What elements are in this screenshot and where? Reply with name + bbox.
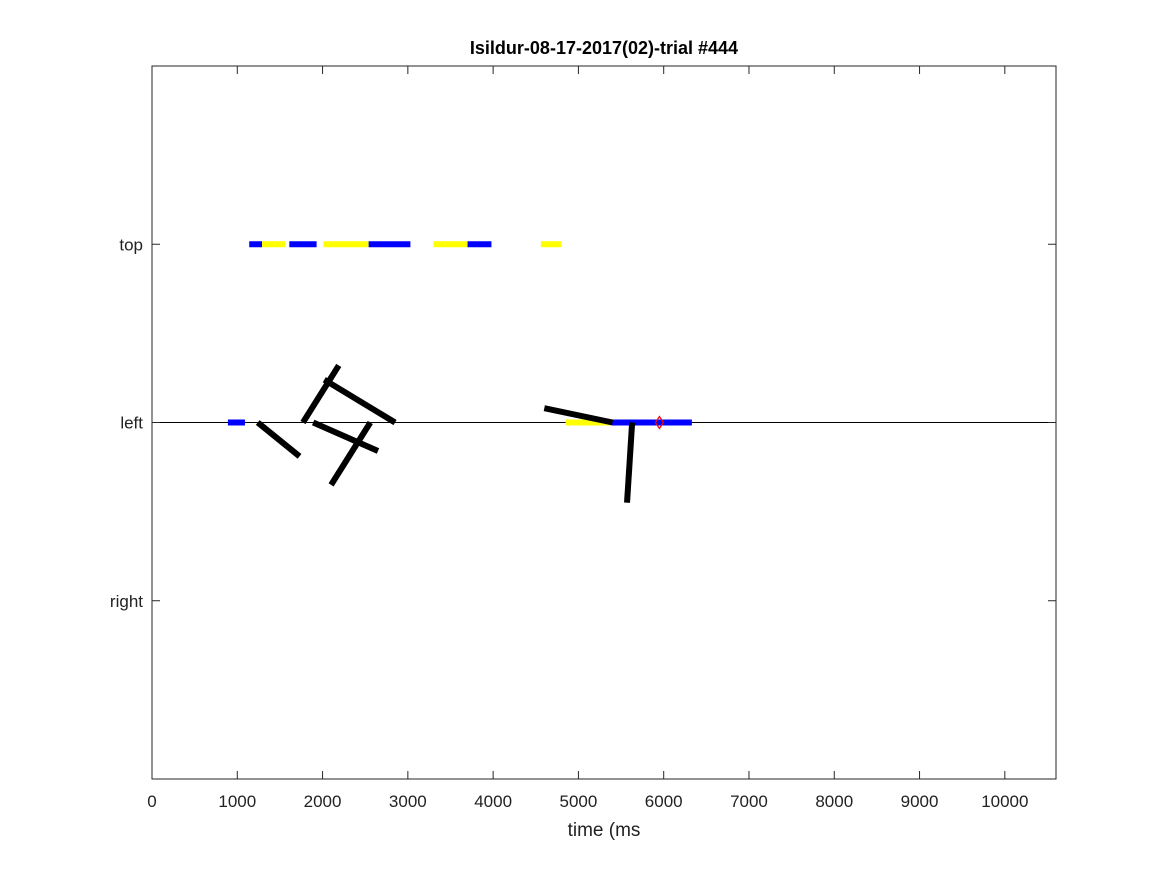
- stroke-7: [624, 422, 636, 503]
- x-tick-label: 8000: [815, 792, 853, 811]
- stroke-4: [311, 419, 380, 454]
- x-tick-label: 6000: [645, 792, 683, 811]
- x-tick-label: 9000: [901, 792, 939, 811]
- x-ticks: 0 1000 2000 3000 4000 5000 6000 7000 8000 9000 100…: [147, 66, 1028, 811]
- markers: [654, 415, 665, 430]
- colored-segments: [227, 241, 692, 426]
- y-tick-label: right: [110, 592, 143, 611]
- x-tick-label: 1000: [218, 792, 256, 811]
- y-ticks: top left right: [110, 235, 1056, 611]
- x-tick-label: 0: [147, 792, 156, 811]
- red-diamond: [654, 415, 665, 430]
- x-tick-label: 5000: [560, 792, 598, 811]
- x-tick-label: 3000: [389, 792, 427, 811]
- x-axis-label: time (ms: [568, 820, 641, 841]
- stroke-6: [543, 405, 614, 426]
- black-strokes: [255, 363, 636, 503]
- x-tick-label: 4000: [474, 792, 512, 811]
- stroke-1: [255, 420, 302, 459]
- y-tick-label: left: [120, 414, 143, 433]
- stroke-5: [328, 420, 373, 487]
- chart-title: Isildur-08-17-2017(02)-trial #444: [470, 38, 738, 58]
- y-tick-label: top: [119, 235, 143, 254]
- x-tick-label: 10000: [981, 792, 1028, 811]
- stroke-3: [322, 377, 397, 426]
- x-tick-label: 2000: [304, 792, 342, 811]
- stroke-2: [300, 363, 342, 425]
- x-tick-label: 7000: [730, 792, 768, 811]
